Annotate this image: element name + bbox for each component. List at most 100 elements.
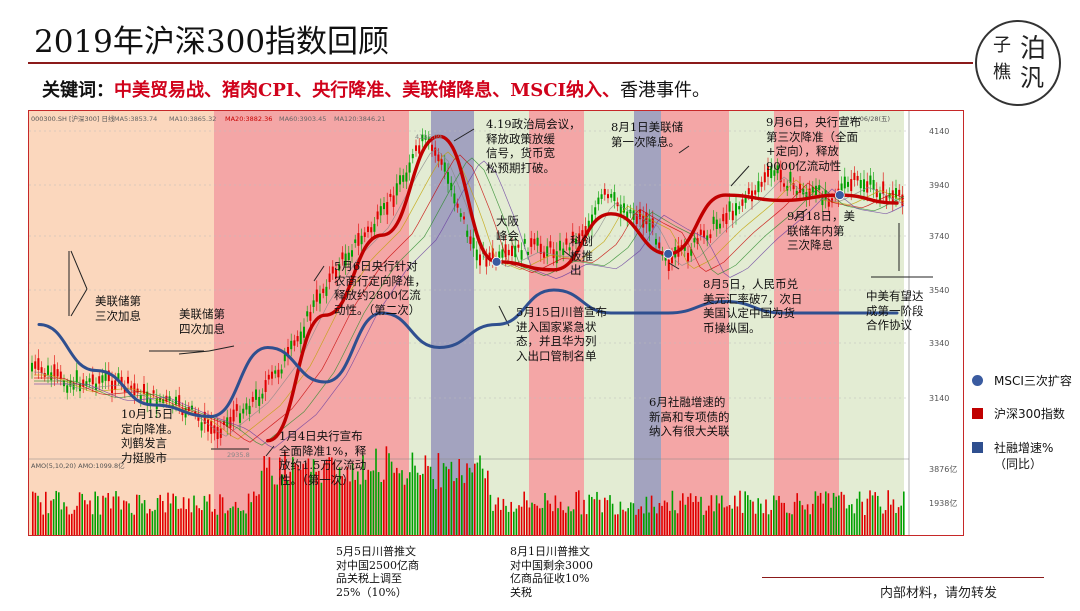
candle-body	[229, 416, 232, 428]
volume-bar	[851, 504, 853, 535]
volume-bar	[731, 508, 733, 535]
candle-body	[642, 215, 645, 228]
candle-body	[725, 213, 728, 225]
volume-bar	[700, 496, 702, 535]
volume-bar	[775, 500, 778, 535]
candle-body	[792, 183, 795, 190]
volume-bar	[835, 496, 837, 535]
volume-bar	[606, 500, 609, 535]
volume-bar	[221, 497, 224, 535]
candle-body	[133, 383, 136, 396]
volume-bar	[81, 493, 83, 535]
annotation-oct15: 10月15日 定向降准。 刘鹤发言 力挺股市	[121, 407, 179, 465]
volume-bar	[455, 478, 458, 535]
volume-bar	[198, 508, 200, 535]
volume-bar	[674, 510, 676, 535]
volume-bar	[640, 506, 642, 535]
candle-body	[255, 389, 257, 400]
volume-bar	[94, 491, 96, 535]
candle-body	[127, 376, 129, 384]
volume-bar	[505, 505, 507, 535]
chart-header-text: MA5:3853.74	[114, 115, 157, 123]
axis-tick-label: 3940	[929, 181, 949, 190]
volume-bar	[406, 478, 408, 535]
moving-average-line	[34, 160, 905, 449]
annotation-may5-tariff: 5月5日川普推文 对中国2500亿商 品关税上调至 25%（10%）	[336, 545, 419, 599]
index-chart: 000300.SH [沪深300] 日线 MA5:3853.74 MA10:3865…	[28, 110, 964, 536]
candle-body	[511, 245, 513, 256]
volume-bar	[570, 511, 572, 535]
volume-bar	[879, 506, 882, 535]
volume-bar	[143, 500, 146, 535]
volume-bar	[757, 498, 759, 535]
volume-bar	[619, 501, 622, 535]
candle-body	[469, 236, 472, 244]
candle-body	[783, 183, 785, 187]
volume-bar	[780, 502, 783, 535]
candle-body	[706, 235, 709, 241]
candle-body	[31, 362, 33, 372]
volume-bar	[458, 459, 460, 535]
volume-bar	[167, 492, 169, 535]
candle-body	[111, 380, 113, 393]
candle-body	[213, 425, 216, 434]
volume-bar	[843, 494, 845, 535]
volume-bar	[442, 463, 445, 535]
candle-body	[485, 256, 488, 267]
volume-bar	[180, 508, 182, 535]
axis-tick-label: 3140	[929, 394, 949, 403]
candle-body	[811, 186, 814, 193]
candle-body	[293, 340, 296, 346]
volume-bar	[715, 495, 718, 535]
volume-bar	[89, 500, 91, 535]
volume-bar	[754, 513, 757, 535]
volume-bar	[544, 493, 546, 535]
candle-body	[319, 293, 321, 304]
candle-body	[533, 238, 536, 245]
volume-bar	[697, 501, 700, 535]
volume-bar	[292, 457, 294, 535]
candle-body	[315, 289, 318, 302]
volume-bar	[318, 470, 320, 535]
annotation-aug5: 8月5日，人民币兑 美元汇率破7，次日 美国认定中国为货 币操纵国。	[703, 277, 803, 335]
volume-bar	[650, 495, 653, 535]
volume-bar	[791, 514, 793, 535]
volume-bar	[853, 513, 856, 535]
volume-bar	[728, 505, 731, 535]
candle-body	[603, 188, 606, 195]
annotation-osaka: 大阪 峰会	[496, 214, 519, 243]
candle-body	[843, 176, 846, 189]
candle-body	[472, 237, 475, 249]
candle-body	[715, 219, 718, 230]
candle-body	[155, 397, 158, 410]
chart-header-text: MA60:3903.45	[279, 115, 326, 123]
candle-body	[687, 252, 689, 262]
volume-bar	[497, 497, 499, 535]
legend-credit-swatch	[972, 442, 983, 453]
volume-bar	[627, 508, 629, 535]
volume-bar	[466, 463, 468, 535]
volume-bar	[630, 502, 632, 535]
candle-body	[517, 244, 520, 248]
volume-bar	[149, 508, 151, 535]
candle-body	[613, 192, 616, 202]
volume-bar	[154, 509, 156, 535]
annotation-june-credit: 6月社融增速的 新高和专项债的 纳入有很大关联	[649, 395, 730, 438]
candle-body	[456, 203, 459, 208]
volume-bar	[182, 497, 185, 535]
volume-bar	[136, 494, 138, 535]
volume-bar	[502, 498, 505, 535]
candle-body	[178, 395, 181, 406]
candle-body	[351, 250, 353, 257]
candle-body	[98, 376, 101, 384]
timeline-band	[839, 111, 904, 535]
volume-bar	[666, 502, 668, 535]
candle-body	[584, 226, 587, 238]
volume-bar	[736, 506, 739, 535]
volume-bar	[500, 509, 502, 535]
legend-index-swatch	[972, 408, 983, 419]
volume-bar	[832, 492, 835, 535]
candle-body	[610, 193, 613, 198]
candle-body	[66, 385, 69, 393]
candle-body	[386, 202, 389, 215]
